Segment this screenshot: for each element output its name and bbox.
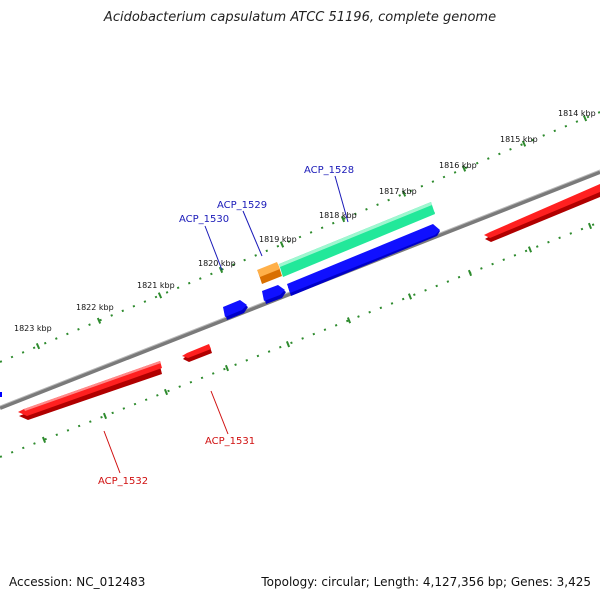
major-tick <box>521 140 527 147</box>
major-tick <box>41 436 47 443</box>
major-tick <box>401 190 407 197</box>
major-tick <box>163 388 169 396</box>
gene-acp-1531[interactable] <box>182 344 212 362</box>
gene-cds-plus-short[interactable] <box>262 285 286 304</box>
major-tick <box>467 269 473 277</box>
kbp-label-group: 1814 kbp 1815 kbp 1816 kbp 1817 kbp 1818… <box>14 109 596 333</box>
gene-label-acp-1530[interactable]: ACP_1530 <box>179 214 229 225</box>
map-title: Acidobacterium capsulatum ATCC 51196, co… <box>103 10 497 25</box>
gene-label-acp-1529[interactable]: ACP_1529 <box>217 200 267 211</box>
kbp-label: 1820 kbp <box>198 259 236 268</box>
genome-summary-text: Topology: circular; Length: 4,127,356 bp… <box>261 575 591 589</box>
major-tick <box>96 317 102 324</box>
label-leader-acp-1528 <box>334 175 349 223</box>
major-tick <box>102 412 108 420</box>
major-tick <box>218 266 224 274</box>
kbp-label: 1816 kbp <box>439 161 477 170</box>
gene-cds-minus-right[interactable] <box>484 184 600 242</box>
major-tick <box>407 293 413 300</box>
inner-major-ticks <box>41 222 593 443</box>
kbp-label: 1814 kbp <box>558 109 596 118</box>
major-tick <box>461 165 467 172</box>
kbp-label: 1823 kbp <box>14 324 52 333</box>
kbp-label: 1821 kbp <box>137 281 175 290</box>
gene-acp-1528[interactable] <box>279 202 435 277</box>
gene-acp-1530[interactable] <box>223 300 248 320</box>
major-tick <box>279 241 285 248</box>
gene-cds-plus-edge[interactable] <box>0 392 2 397</box>
kbp-label: 1819 kbp <box>259 235 297 244</box>
kbp-label: 1818 kbp <box>319 211 357 220</box>
major-tick <box>35 343 41 350</box>
gene-acp-1529[interactable] <box>257 262 282 284</box>
major-tick <box>285 341 291 348</box>
gene-cds-plus-long[interactable] <box>287 224 440 296</box>
label-leader-acp-1531 <box>210 390 229 435</box>
outer-major-ticks <box>35 115 588 350</box>
major-tick <box>587 222 593 230</box>
gene-label-acp-1528[interactable]: ACP_1528 <box>304 165 354 176</box>
major-tick <box>224 364 230 372</box>
accession-text: Accession: NC_012483 <box>9 575 146 589</box>
major-tick <box>582 115 588 122</box>
kbp-label: 1815 kbp <box>500 135 538 144</box>
major-tick <box>527 246 533 253</box>
gene-label-acp-1531[interactable]: ACP_1531 <box>205 436 255 447</box>
major-tick <box>346 317 352 324</box>
gene-acp-1532[interactable] <box>18 361 162 420</box>
kbp-label: 1817 kbp <box>379 187 417 196</box>
major-tick <box>340 215 346 223</box>
label-leader-acp-1532 <box>103 430 121 474</box>
outer-tick-track <box>0 111 600 363</box>
label-leader-acp-1530 <box>204 225 223 271</box>
kbp-label: 1822 kbp <box>76 303 114 312</box>
major-tick <box>157 292 163 299</box>
gene-label-acp-1532[interactable]: ACP_1532 <box>98 476 148 487</box>
label-leader-acp-1529 <box>242 210 263 257</box>
